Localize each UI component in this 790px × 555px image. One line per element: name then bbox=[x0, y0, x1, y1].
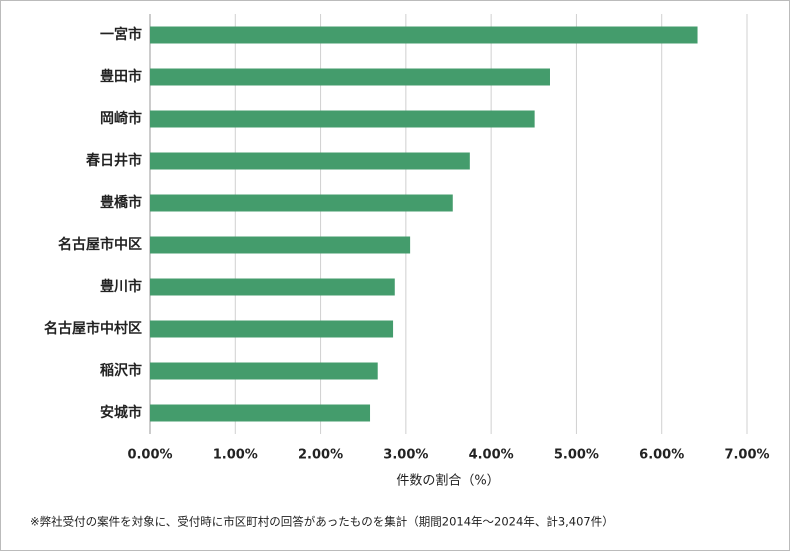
bar bbox=[150, 152, 470, 170]
bar bbox=[150, 278, 395, 296]
y-tick-label: 名古屋市中区 bbox=[58, 236, 142, 253]
bar bbox=[150, 404, 371, 422]
bar bbox=[150, 194, 453, 212]
y-tick-label: 一宮市 bbox=[100, 26, 142, 43]
bar bbox=[150, 110, 535, 128]
x-tick-label: 1.00% bbox=[213, 448, 258, 463]
footnote: ※弊社受付の案件を対象に、受付時に市区町村の回答があったものを集計（期間2014… bbox=[30, 515, 614, 529]
bar bbox=[150, 26, 698, 44]
y-tick-label: 豊田市 bbox=[100, 68, 142, 85]
x-tick-label: 4.00% bbox=[469, 448, 514, 463]
bar bbox=[150, 236, 411, 254]
y-tick-label: 名古屋市中村区 bbox=[44, 320, 142, 337]
x-tick-label: 3.00% bbox=[383, 448, 428, 463]
x-tick-label: 0.00% bbox=[127, 448, 172, 463]
y-tick-label: 春日井市 bbox=[85, 152, 142, 169]
x-tick-label: 6.00% bbox=[639, 448, 684, 463]
x-tick-label: 2.00% bbox=[298, 448, 343, 463]
bar bbox=[150, 68, 550, 86]
x-tick-label: 5.00% bbox=[554, 448, 599, 463]
bar bbox=[150, 320, 394, 338]
x-tick-label: 7.00% bbox=[724, 448, 769, 463]
y-tick-label: 稲沢市 bbox=[100, 362, 142, 379]
y-tick-label: 岡崎市 bbox=[100, 110, 142, 127]
y-tick-label: 豊川市 bbox=[100, 278, 142, 295]
bar bbox=[150, 362, 378, 380]
y-tick-label: 安城市 bbox=[100, 404, 142, 421]
y-tick-label: 豊橋市 bbox=[100, 194, 142, 211]
x-axis-title: 件数の割合（%） bbox=[396, 473, 499, 489]
